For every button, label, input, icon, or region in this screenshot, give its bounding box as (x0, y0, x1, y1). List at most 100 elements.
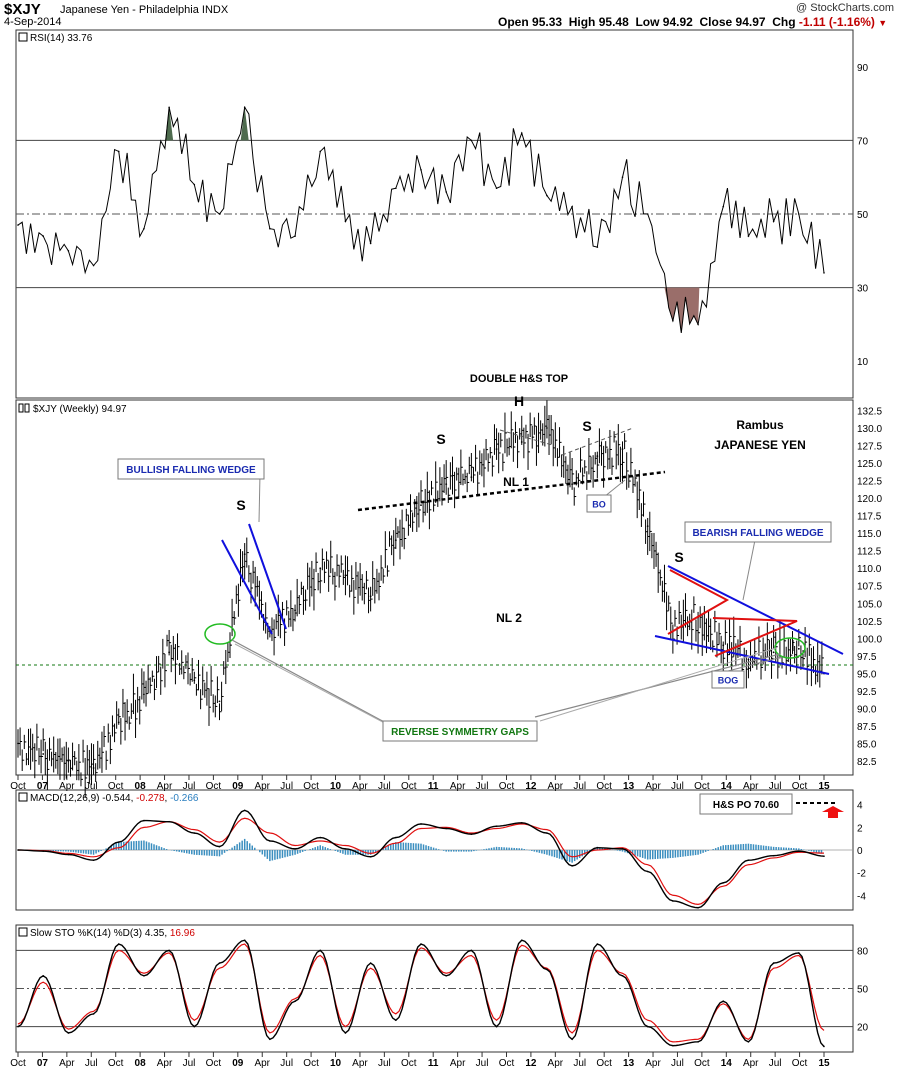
sto-tick-label: 20 (857, 1023, 869, 1034)
rsi-point (747, 235, 750, 237)
time-tick-label: Apr (157, 1058, 173, 1069)
macd-point (294, 848, 296, 850)
sto-point (546, 968, 548, 971)
sto-point (420, 943, 422, 945)
macd-point (747, 859, 750, 861)
time-tick-label: Apr (743, 1058, 759, 1069)
sto-legend-part: Slow STO %K(14) %D(3) (30, 928, 145, 939)
bo-pointer (603, 479, 626, 498)
rsi-point (168, 106, 170, 109)
macd-point (571, 865, 573, 867)
sto-point (319, 949, 322, 952)
time-tick-label: Apr (548, 1058, 564, 1069)
rsi-oversold-fill (647, 287, 700, 333)
time-tick-label: 09 (232, 1058, 244, 1069)
gap-pointer (534, 653, 781, 718)
hs-po-label-text: H&S PO 70.60 (713, 800, 780, 811)
time-tick-label: 15 (818, 1058, 830, 1069)
macd-point (495, 825, 498, 828)
price-point (369, 595, 372, 598)
price-point (42, 753, 45, 755)
bo-label-text: BO (592, 500, 606, 510)
price-tick-label: 85.0 (857, 739, 877, 750)
rsi-point (697, 323, 699, 326)
rsi-tick-label: 70 (857, 136, 869, 147)
time-tick-label: Oct (206, 1058, 222, 1069)
bog-label-box (711, 670, 745, 689)
sto-point (369, 962, 372, 964)
macd-point (672, 900, 674, 902)
rsi-point (646, 213, 649, 215)
price-point (520, 441, 523, 443)
sto-point (117, 943, 120, 945)
time-tick-label: 07 (37, 781, 49, 792)
rsi-point (470, 139, 473, 142)
macd-point (596, 846, 599, 849)
sto-point (722, 1000, 725, 1002)
sto-point (42, 975, 44, 977)
time-tick-label: Jul (85, 1058, 98, 1069)
macd-legend-part: -0.266 (170, 793, 199, 804)
price-point (117, 721, 120, 724)
price-point (621, 448, 624, 450)
price-tick-label: 120.0 (857, 494, 882, 505)
rsi-tick-label: 30 (857, 284, 869, 295)
macd-legend-part: MACD(12,26,9) (30, 793, 102, 804)
sto-point (646, 1025, 649, 1028)
macd-point (697, 906, 699, 909)
sto-legend-part: , (164, 928, 170, 939)
macd-point (344, 848, 347, 850)
macd-signal-line (17, 817, 825, 905)
macd-point (193, 832, 196, 834)
down-arrow-icon: ▼ (878, 18, 888, 28)
sto-point (495, 1025, 498, 1028)
time-tick-label: 15 (818, 781, 830, 792)
time-tick-label: 09 (232, 781, 244, 792)
low-value: 94.92 (662, 15, 693, 29)
price-tick-label: 90.0 (857, 704, 877, 715)
low-label: Low (635, 15, 660, 29)
sto-point (747, 1041, 750, 1043)
sto-point (621, 975, 624, 977)
macd-point (621, 848, 624, 850)
sto-point (294, 1000, 296, 1002)
rsi-overbought-fill-1 (165, 107, 174, 141)
price-point (193, 679, 196, 682)
sto-legend-part: 4.35 (145, 928, 165, 939)
price-tick-label: 110.0 (857, 564, 882, 575)
macd-point (269, 840, 271, 842)
time-tick-label: 12 (525, 1058, 537, 1069)
sto-d-line (17, 943, 825, 1043)
price-tick-label: 130.0 (857, 424, 882, 435)
rsi-legend-swatch (18, 32, 28, 42)
price-point (394, 539, 397, 542)
macd-legend: MACD(12,26,9) -0.544, -0.278, -0.266 (18, 792, 199, 804)
price-tick-label: 132.5 (857, 407, 882, 418)
hs-po-label: H&S PO 70.60 (699, 793, 793, 815)
price-point (218, 700, 221, 703)
rsi-legend-text: RSI(14) 33.76 (30, 33, 93, 44)
rsi-point (369, 242, 372, 245)
bo-label: BO (586, 494, 612, 513)
change-label: Chg (772, 15, 796, 29)
price-point (797, 647, 800, 650)
sto-tick-label: 80 (857, 946, 869, 957)
time-tick-label: Oct (792, 781, 808, 792)
sto-point (193, 1025, 196, 1028)
rsi-point (621, 176, 624, 178)
inner-neckline-left (499, 429, 553, 446)
price-tick-label: 100.0 (857, 634, 882, 645)
macd-histogram (19, 838, 823, 863)
right-shoulder-label: S (582, 418, 591, 434)
sto-time-axis: Oct 07 Apr Jul Oct 08 Apr Jul Oct 09 Apr Jul Oct 10 Ap… (10, 1052, 830, 1069)
price-point (646, 525, 649, 528)
price-point (747, 658, 750, 661)
rsi-point (546, 194, 548, 197)
macd-tick-label: 2 (857, 823, 863, 834)
time-tick-label: Jul (378, 1058, 391, 1069)
time-tick-label: Oct (108, 1058, 124, 1069)
time-tick-label: Oct (10, 781, 26, 792)
price-time-axis: Oct 07 Apr Jul Oct 08 Apr Jul Oct 09 Apr Jul Oct 10 Ap… (10, 775, 830, 792)
sto-point (143, 975, 145, 977)
